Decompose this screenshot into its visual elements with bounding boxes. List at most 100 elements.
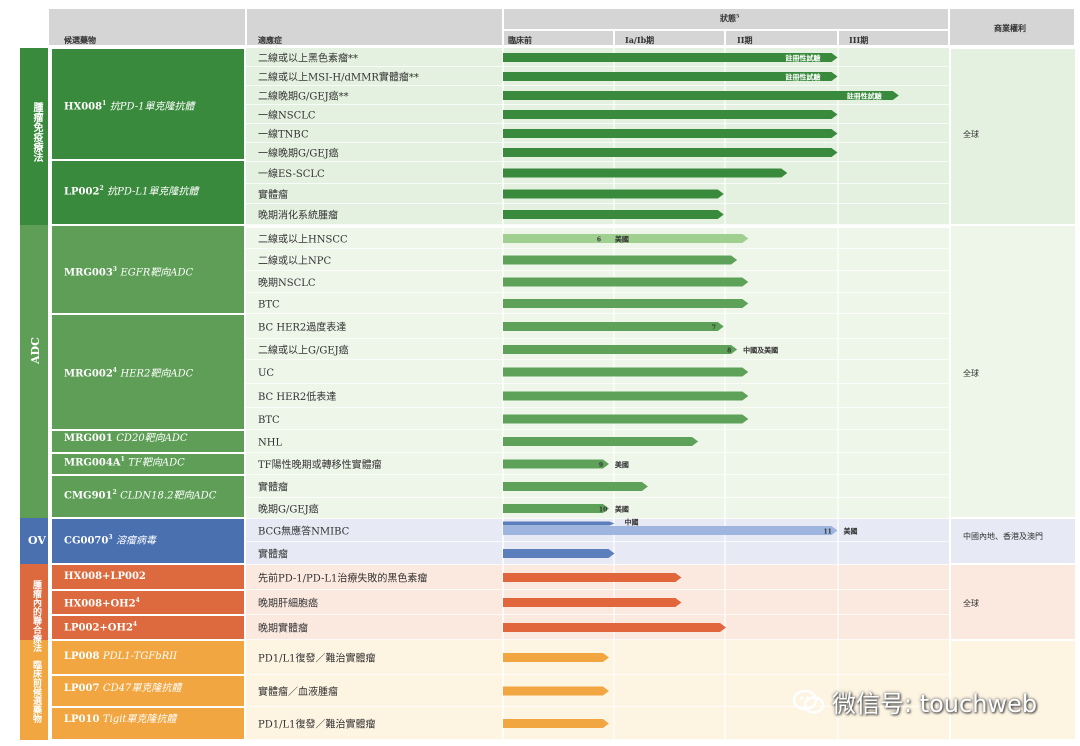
bar (503, 168, 788, 178)
indication-label: 實體瘤／血液腫瘤 (258, 685, 338, 698)
bar-label: 註冊性試驗 (847, 92, 882, 101)
header-cell-indication (245, 7, 504, 47)
bar (503, 653, 609, 662)
bar-inner (503, 234, 609, 243)
indication-label: PD1/L1復發／難治實體瘤 (258, 718, 375, 731)
category-block-combo (20, 564, 48, 640)
bar (503, 686, 609, 696)
drug-block (52, 591, 244, 614)
category-combo: 腫瘤內的聯合療法 (31, 580, 41, 652)
indication-label: 一線NSCLC (258, 109, 316, 122)
bar-note: 美國 (615, 235, 629, 244)
drug-block (52, 315, 244, 429)
bar (503, 345, 738, 354)
bar (503, 110, 838, 119)
category-block-preclinical (20, 640, 48, 740)
header-cell-rights (948, 7, 1076, 47)
category-preclinical: 臨床前候選藥物 (31, 660, 41, 723)
indication-label: 晚期消化系統腫瘤 (258, 209, 338, 222)
category-io: 腫瘤免疫療法 (31, 102, 42, 162)
drug-cg0070: CG00703 溶瘤病毒 (64, 534, 157, 547)
bar (503, 277, 749, 287)
drug-hx008-oh2: HX008+OH24 (64, 597, 140, 610)
drug-block (52, 454, 244, 474)
bar (503, 367, 749, 377)
bar (503, 189, 724, 199)
drug-cmg901: CMG9012 CLDN18.2靶向ADC (64, 489, 217, 502)
indication-label: NHL (258, 438, 282, 449)
bar-marker: 9 (599, 462, 603, 469)
bar-label: 註冊性試驗 (786, 73, 821, 82)
phase-3: III期 (849, 35, 869, 45)
bar (503, 504, 609, 513)
drug-lp002: LP0022 抗PD-L1單克隆抗體 (64, 185, 199, 198)
rights-cell (951, 49, 1075, 224)
bar-marker: 6 (597, 237, 601, 244)
indication-label: PD1/L1復發／難治實體瘤 (258, 652, 375, 665)
indication-label: TF陽性晚期或轉移性實體瘤 (258, 458, 382, 471)
bar (503, 573, 682, 582)
drug-hx008-lp002: HX008+LP002 (64, 571, 146, 582)
drug-block (52, 565, 244, 589)
indication-label: 先前PD-1/PD-L1治療失敗的黑色素瘤 (258, 572, 427, 585)
category-block-ov (20, 518, 48, 564)
indication-label: 二線或以上HNSCC (258, 233, 348, 246)
rights-combo: 全球 (963, 599, 979, 608)
rights-adc: 全球 (963, 369, 979, 378)
category-ov: OV (28, 534, 46, 547)
bar (503, 549, 615, 558)
bar (503, 598, 682, 607)
bar (503, 414, 749, 424)
indication-label: 晚期肝細胞癌 (258, 597, 318, 610)
indication-label: 實體瘤 (258, 188, 288, 201)
indication-label: 二線晚期G/GEJ癌** (258, 90, 349, 103)
bar (503, 210, 724, 219)
indication-label: BTC (258, 415, 280, 426)
indication-label: 二線或以上NPC (258, 254, 331, 267)
category-block-adc (20, 225, 48, 518)
rights-cell (951, 565, 1075, 639)
bar (503, 148, 838, 157)
drug-block (52, 226, 244, 313)
drug-mrg002: MRG0024 HER2靶向ADC (64, 367, 194, 380)
drug-lp007: LP007 CD47單克隆抗體 (64, 683, 182, 694)
bar (503, 482, 648, 491)
drug-hx008: HX0081 抗PD-1單克隆抗體 (64, 100, 195, 113)
rights-cell (951, 226, 1075, 517)
bar-note: 美國 (844, 527, 858, 536)
indication-label: 晚期NSCLC (258, 277, 316, 289)
rights-cell (951, 641, 1075, 739)
indication-label: 二線或以上G/GEJ癌 (258, 344, 349, 357)
bar (503, 459, 609, 469)
bar-note: 美國 (615, 505, 629, 514)
drug-lp010: LP010 Tigit單克隆抗體 (64, 714, 177, 725)
drug-block (52, 49, 244, 159)
indication-label: 實體瘤 (258, 548, 288, 561)
header-rights: 商業權利 (994, 23, 1026, 33)
drug-block (52, 641, 244, 674)
bar-inner (503, 521, 615, 526)
drug-mrg001: MRG001 CD20靶向ADC (64, 433, 188, 444)
indication-label: BTC (258, 300, 280, 311)
indication-label: 實體瘤 (258, 481, 288, 494)
bar (503, 719, 609, 728)
indication-label: UC (258, 368, 274, 379)
bar-note: 中國及美國 (743, 346, 778, 355)
bar (503, 91, 899, 100)
bar-note: 中國 (625, 518, 639, 527)
indication-label: BC HER2低表達 (258, 390, 336, 403)
phase-preclinical: 臨床前 (508, 35, 532, 45)
drug-block (52, 708, 244, 739)
header-cell-candidates (47, 7, 247, 47)
category-block-io (20, 48, 48, 225)
bar (503, 623, 726, 632)
drug-block (52, 519, 244, 563)
drug-block (52, 676, 244, 706)
category-adc: ADC (29, 337, 42, 364)
bar (503, 255, 738, 265)
indication-label: BCG無應答NMIBC (258, 525, 350, 538)
watermark: 微信号: touchweb (792, 684, 1037, 719)
bar (503, 322, 724, 331)
bar-marker: 8 (727, 348, 731, 355)
